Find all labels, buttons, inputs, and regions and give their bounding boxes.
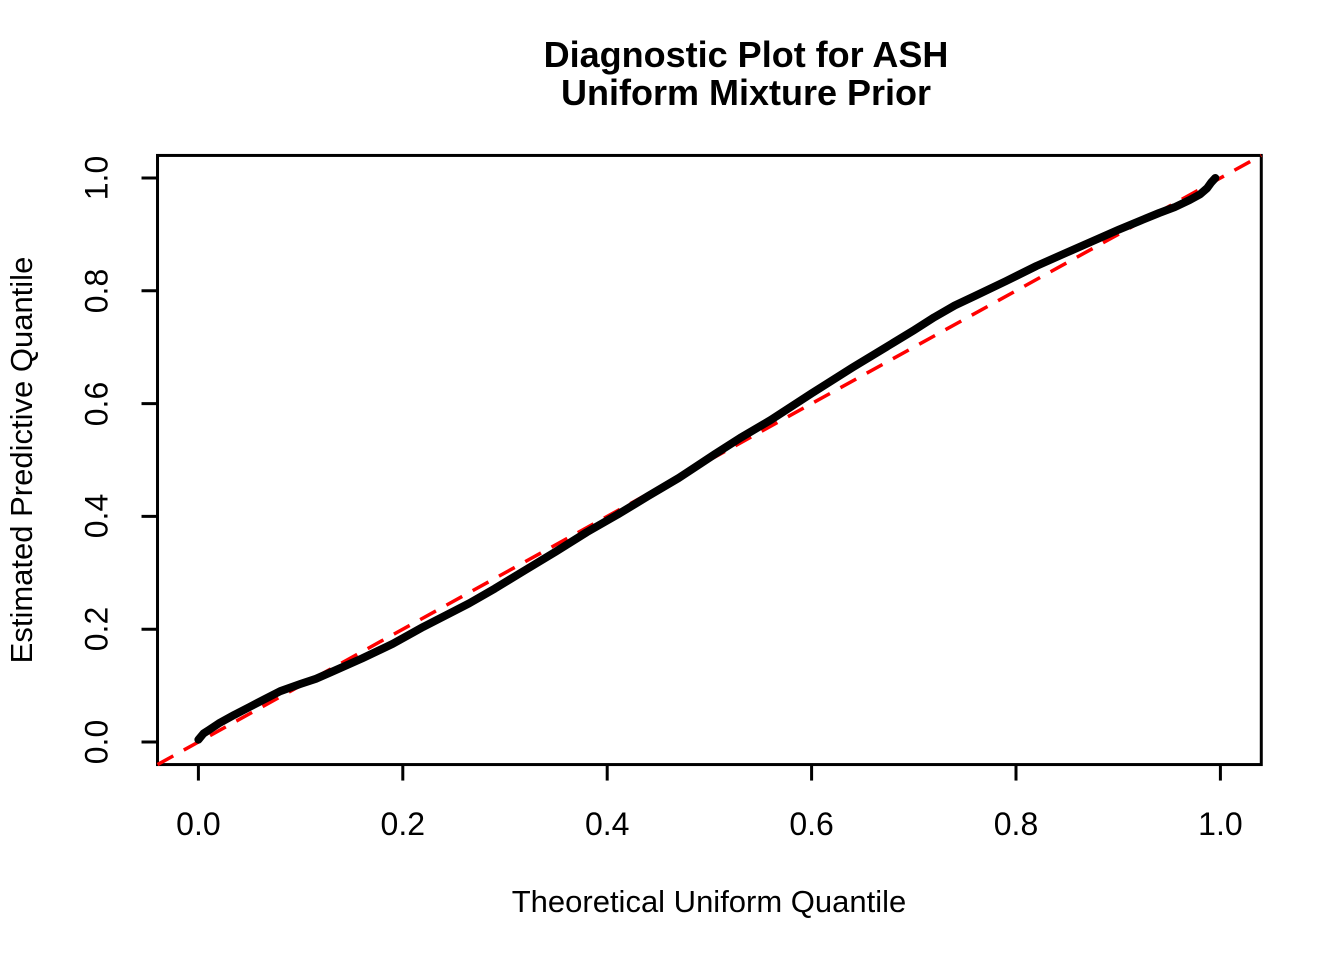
y-tick-label: 0.6	[78, 381, 115, 426]
x-axis-title: Theoretical Uniform Quantile	[511, 884, 907, 919]
y-tick-label: 0.0	[78, 719, 115, 765]
x-tick-label: 0.8	[993, 806, 1039, 842]
y-tick-label: 0.8	[78, 268, 115, 314]
y-tick-label: 1.0	[78, 155, 115, 201]
plot-title-line2: Uniform Mixture Prior	[560, 72, 932, 113]
y-axis-title: Estimated Predictive Quantile	[4, 256, 39, 664]
x-tick-label: 0.4	[584, 806, 630, 842]
plot-title-line1: Diagnostic Plot for ASH	[543, 34, 949, 75]
y-tick-label: 0.2	[78, 606, 115, 652]
qq-curve	[194, 174, 1220, 744]
x-tick-label: 1.0	[1198, 806, 1243, 842]
plot-box	[156, 153, 1263, 767]
x-tick-label: 0.2	[380, 806, 426, 842]
plot-title: Diagnostic Plot for ASH Uniform Mixture …	[36, 36, 1344, 112]
y-tick-label: 0.4	[78, 494, 115, 539]
x-tick-label: 0.0	[176, 806, 221, 842]
x-tick-label: 0.6	[789, 806, 834, 842]
